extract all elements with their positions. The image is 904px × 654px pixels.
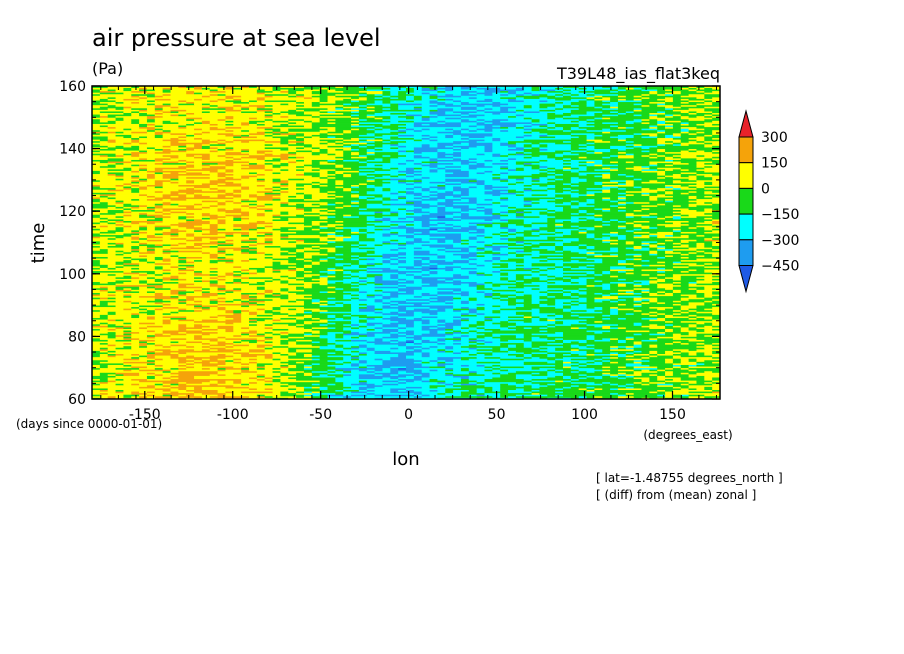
- x-tick-label: 50: [488, 407, 506, 423]
- chart-units: (Pa): [92, 59, 123, 78]
- x-axis-label: lon: [392, 449, 419, 470]
- x-axis-units: (degrees_east): [643, 428, 732, 442]
- colorbar-segment: [738, 136, 754, 164]
- x-axis-ticks: -150 -100 -50 0 50 100 150: [100, 86, 717, 423]
- x-tick-label: 100: [571, 407, 598, 423]
- y-axis-units: (days since 0000-01-01): [16, 417, 162, 431]
- y-axis-label: time: [28, 223, 49, 264]
- colorbar-segment: [738, 239, 754, 267]
- annotation-lat: [ lat=-1.48755 degrees_north ]: [596, 471, 783, 485]
- colorbar-bottom-arrow: [738, 265, 754, 294]
- y-tick-label: 80: [68, 329, 86, 345]
- y-tick-label: 140: [59, 142, 86, 158]
- y-tick-label: 60: [68, 392, 86, 408]
- colorbar-label: 150: [761, 156, 788, 172]
- chart-title: air pressure at sea level: [92, 24, 381, 52]
- y-tick-label: 160: [59, 79, 86, 95]
- experiment-label: T39L48_ias_flat3keq: [556, 64, 720, 84]
- colorbar-segment: [738, 213, 754, 241]
- colorbar-label: −450: [761, 259, 799, 275]
- x-tick-label: 150: [659, 407, 686, 423]
- colorbar-segment: [738, 162, 754, 189]
- x-tick-label: -150: [129, 407, 161, 423]
- x-tick-label: -100: [217, 407, 249, 423]
- y-axis-ticks: 60 80 100 120 140 160: [59, 79, 720, 408]
- colorbar-label: 0: [761, 181, 770, 197]
- y-tick-label: 100: [59, 267, 86, 283]
- colorbar-label: 300: [761, 130, 788, 146]
- annotation-diff: [ (diff) from (mean) zonal ]: [596, 488, 756, 502]
- x-tick-label: -50: [309, 407, 332, 423]
- colorbar-label: −150: [761, 207, 799, 223]
- x-tick-label: 0: [404, 407, 413, 423]
- colorbar-segment: [738, 187, 754, 215]
- colorbar-top-arrow: [738, 109, 754, 138]
- colorbar: 300 150 0 −150 −300 −450: [738, 109, 799, 294]
- y-tick-label: 120: [59, 204, 86, 220]
- colorbar-label: −300: [761, 233, 799, 249]
- heatmap-field: [92, 86, 720, 399]
